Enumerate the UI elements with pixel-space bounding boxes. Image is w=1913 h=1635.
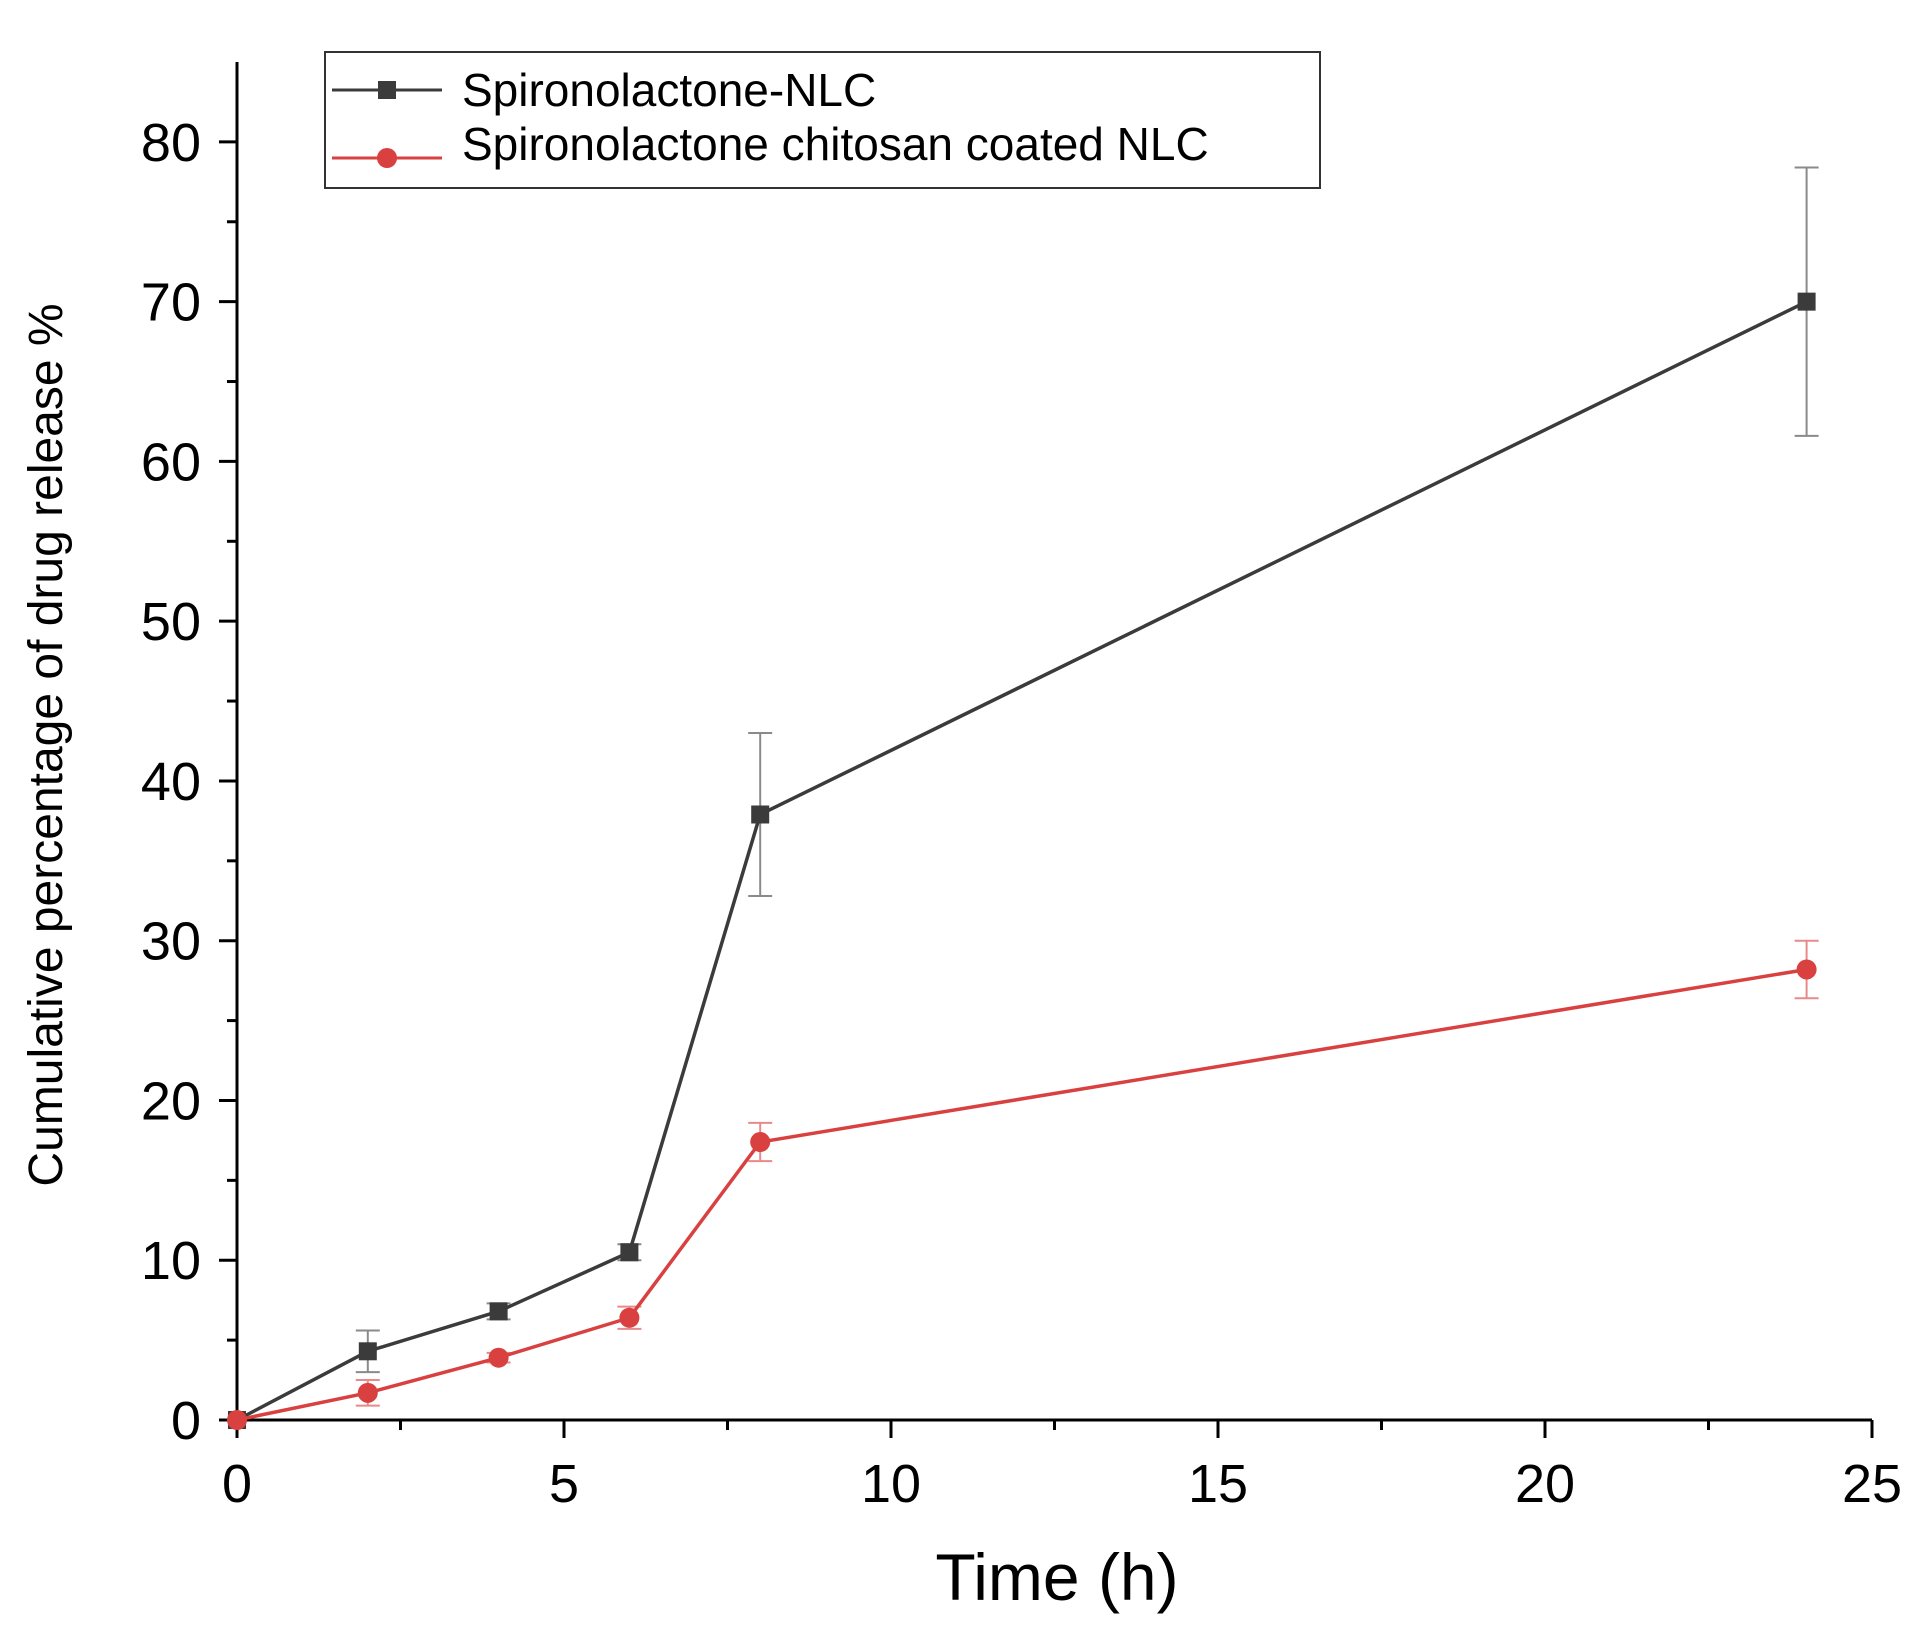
data-point-chitosan (750, 1132, 771, 1153)
legend-marker-chitosan (377, 148, 397, 168)
y-tick-label: 40 (141, 752, 201, 812)
legend-marker-nlc (378, 81, 396, 99)
data-point-nlc (489, 1302, 508, 1321)
data-point-chitosan (1796, 959, 1817, 980)
y-tick-label: 70 (141, 273, 201, 333)
legend-label-nlc: Spironolactone-NLC (462, 64, 876, 116)
x-axis-title: Time (h) (935, 1540, 1178, 1614)
data-point-nlc (751, 805, 770, 824)
legend: Spironolactone-NLC Spironolactone chitos… (324, 51, 1321, 189)
data-point-chitosan (488, 1347, 509, 1368)
data-point-chitosan (227, 1410, 247, 1430)
x-tick-label: 0 (222, 1454, 252, 1514)
y-axis-title: Cumulative percentage of drug release % (20, 303, 73, 1186)
y-tick-label: 0 (171, 1391, 201, 1451)
x-tick-label: 20 (1515, 1454, 1575, 1514)
error-bars (355, 166, 1819, 1407)
data-point-nlc (1797, 292, 1816, 311)
x-tick-label: 25 (1842, 1454, 1902, 1514)
x-tick-label: 10 (861, 1454, 921, 1514)
x-tick-label: 15 (1188, 1454, 1248, 1514)
legend-label-chitosan: Spironolactone chitosan coated NLC (462, 118, 1209, 170)
series-lines (236, 300, 1808, 1422)
data-point-nlc (358, 1342, 377, 1361)
data-point-chitosan (357, 1382, 378, 1403)
y-tick-label: 60 (141, 432, 201, 492)
y-tick-label: 20 (141, 1071, 201, 1131)
legend-box (324, 51, 1321, 189)
data-point-nlc (620, 1243, 639, 1262)
y-tick-label: 80 (141, 113, 201, 173)
x-tick-label: 5 (549, 1454, 579, 1514)
series-markers (227, 292, 1817, 1430)
series-line-chitosan (236, 967, 1807, 1422)
y-tick-label: 30 (141, 912, 201, 972)
series-line-nlc (236, 300, 1808, 1422)
axes: 0 5 10 15 20 25 0 10 20 30 40 50 60 70 80 (141, 62, 1902, 1514)
y-tick-label: 50 (141, 592, 201, 652)
data-point-chitosan (619, 1307, 640, 1328)
y-tick-label: 10 (141, 1231, 201, 1291)
